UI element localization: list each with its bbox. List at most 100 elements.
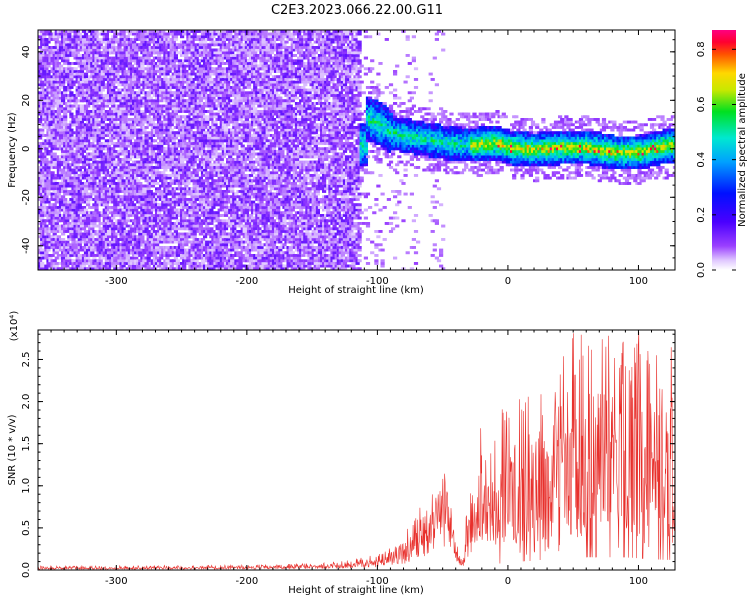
spectrogram-cell bbox=[190, 259, 195, 263]
spectrogram-cell bbox=[190, 70, 195, 73]
spectrogram-cell bbox=[98, 56, 103, 60]
spectrogram-cell bbox=[73, 62, 78, 65]
spectrogram-cell bbox=[148, 48, 153, 52]
spectrogram-cell bbox=[38, 166, 43, 169]
spectrogram-cell bbox=[196, 102, 201, 105]
spectrogram-cell bbox=[106, 115, 112, 119]
spectrogram-cell bbox=[67, 251, 72, 255]
spectrogram-cell bbox=[182, 123, 187, 127]
spectrogram-cell bbox=[125, 163, 130, 167]
spectrogram-cell bbox=[161, 62, 166, 65]
spectrogram-cell bbox=[104, 227, 109, 231]
spectrogram-cell bbox=[194, 176, 199, 180]
spectrogram-cell bbox=[182, 86, 187, 89]
spectrogram-cell bbox=[109, 208, 114, 212]
spectrogram-cell bbox=[157, 75, 162, 79]
spectrogram-cell bbox=[40, 128, 45, 132]
spectrogram-cell bbox=[121, 211, 126, 215]
spectrogram-cell bbox=[77, 238, 82, 241]
spectrogram-cell bbox=[98, 254, 103, 257]
spectrogram-cell bbox=[54, 118, 59, 121]
spectrogram-cell bbox=[148, 75, 153, 79]
spectrogram-cell bbox=[125, 123, 130, 127]
spectrogram-cell bbox=[54, 126, 59, 129]
spectrogram-cell bbox=[177, 184, 183, 188]
spectrogram-cell bbox=[90, 70, 95, 73]
spectrogram-cell bbox=[148, 134, 153, 137]
spectrogram-cell bbox=[184, 142, 189, 145]
spectrogram-cell bbox=[63, 120, 68, 124]
spectrogram-cell bbox=[102, 262, 107, 265]
spectrogram-cell bbox=[113, 176, 118, 180]
spectrogram-cell bbox=[69, 107, 74, 111]
spectrogram-cell bbox=[157, 104, 162, 108]
spectrogram-cell bbox=[73, 102, 78, 105]
spectrogram-cell bbox=[125, 251, 130, 255]
spectrogram-cell bbox=[73, 171, 78, 175]
spectrogram-cell bbox=[73, 32, 78, 36]
spectrogram-cell bbox=[188, 198, 193, 201]
spectrogram-cell bbox=[54, 182, 59, 185]
spectrogram-cell bbox=[163, 264, 168, 268]
spectrogram-cell bbox=[52, 35, 57, 39]
spectrogram-cell bbox=[157, 259, 162, 263]
spectrogram-cell bbox=[77, 48, 82, 52]
spectrogram-cell bbox=[90, 187, 95, 191]
spectrogram-cell bbox=[148, 120, 153, 124]
spectrogram-cell bbox=[152, 192, 158, 196]
spectrogram-cell bbox=[81, 38, 87, 41]
spectrogram-cell bbox=[52, 75, 57, 79]
spectrogram-cell bbox=[117, 200, 122, 204]
spectrogram-cell bbox=[161, 206, 166, 209]
spectrogram-cell bbox=[134, 254, 139, 257]
spectrogram-cell bbox=[67, 99, 72, 103]
spectrogram-cell bbox=[117, 64, 122, 68]
spectrogram-cell bbox=[52, 118, 57, 121]
spectrogram-cell bbox=[92, 136, 97, 140]
spectrogram-cell bbox=[71, 83, 76, 87]
spectrogram-cell bbox=[75, 110, 80, 113]
spectrogram-cell bbox=[161, 136, 166, 140]
spectrogram-cell bbox=[127, 176, 132, 180]
spectrogram-cell bbox=[58, 104, 64, 108]
spectrogram-cell bbox=[129, 64, 135, 68]
spectrogram-cell bbox=[171, 78, 176, 81]
spectrogram-cell bbox=[180, 83, 185, 87]
spectrogram-cell bbox=[67, 238, 72, 241]
spectrogram-cell bbox=[125, 99, 130, 103]
spectrogram-cell bbox=[163, 94, 168, 97]
spectrogram-cell bbox=[46, 190, 51, 193]
spectrogram-cell bbox=[125, 104, 130, 108]
spectrogram-cell bbox=[56, 192, 61, 196]
spectrogram-cell bbox=[75, 120, 80, 124]
spectrogram-cell bbox=[98, 152, 103, 156]
spectrogram-cell bbox=[188, 56, 193, 60]
spectrogram-cell bbox=[146, 200, 151, 204]
spectrogram-cell bbox=[121, 128, 126, 132]
spectrogram-cell bbox=[186, 123, 191, 127]
spectrogram-cell bbox=[67, 248, 72, 252]
spectrogram-cell bbox=[90, 238, 95, 241]
spectrogram-cell bbox=[73, 243, 78, 247]
spectrogram-cell bbox=[138, 32, 143, 36]
spectrogram-cell bbox=[157, 238, 162, 241]
spectrogram-cell bbox=[40, 190, 45, 193]
spectrogram-cell bbox=[188, 107, 193, 111]
spectrogram-cell bbox=[46, 30, 51, 33]
spectrogram-cell bbox=[56, 211, 61, 215]
spectrogram-cell bbox=[40, 158, 45, 161]
spectrogram-cell bbox=[196, 251, 201, 255]
spectrogram-cell bbox=[148, 30, 153, 33]
spectrogram-cell bbox=[77, 192, 82, 196]
spectrogram-cell bbox=[38, 182, 43, 185]
spectrogram-cell bbox=[52, 187, 57, 191]
spectrogram-cell bbox=[188, 38, 193, 41]
spectrogram-cell bbox=[90, 166, 95, 169]
spectrogram-cell bbox=[52, 152, 57, 156]
spectrogram-cell bbox=[79, 107, 84, 111]
spectrogram-cell bbox=[100, 46, 105, 49]
spectrogram-cell bbox=[86, 203, 91, 207]
spectrogram-cell bbox=[98, 96, 103, 100]
spectrogram-cell bbox=[90, 176, 95, 180]
spectrogram-cell bbox=[46, 240, 51, 244]
